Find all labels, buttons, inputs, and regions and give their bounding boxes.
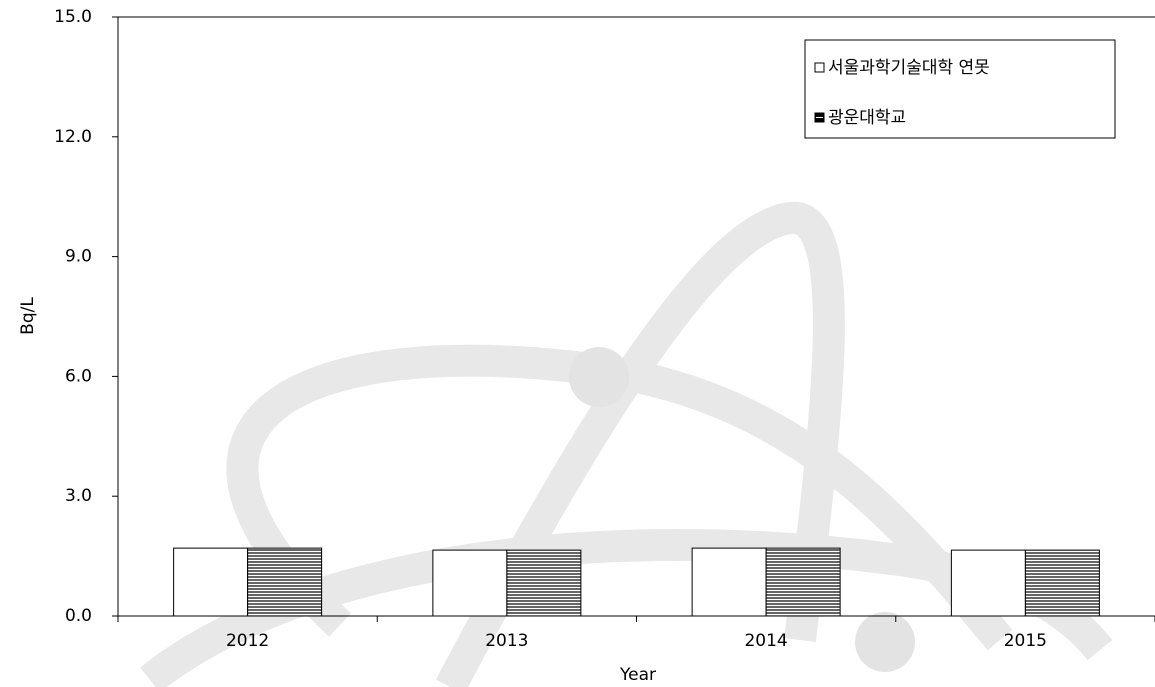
legend-box [804, 39, 1116, 139]
y-tick-label: 3.0 [65, 486, 92, 506]
legend-label: 서울과학기술대학 연못 [828, 58, 990, 78]
x-tick-label: 2013 [485, 631, 528, 651]
bar [765, 547, 841, 617]
bar [432, 549, 508, 617]
legend-swatch [814, 62, 825, 73]
x-tick-label: 2012 [226, 631, 269, 651]
watermark [140, 201, 1113, 687]
bar [950, 549, 1026, 617]
x-axis-label: Year [619, 665, 656, 685]
y-tick-label: 15.0 [54, 7, 92, 27]
x-tick-label: 2015 [1004, 631, 1047, 651]
x-tick-label: 2014 [744, 631, 787, 651]
legend-label: 광운대학교 [828, 108, 906, 128]
y-tick-label: 6.0 [65, 366, 92, 386]
y-tick-label: 12.0 [54, 127, 92, 147]
bar [247, 547, 323, 617]
bar [173, 547, 249, 617]
y-tick-label: 9.0 [65, 247, 92, 267]
bar [691, 547, 767, 617]
bar [506, 549, 582, 617]
bar [1024, 549, 1100, 617]
y-axis-label: Bq/L [18, 297, 38, 335]
y-tick-label: 0.0 [65, 606, 92, 626]
